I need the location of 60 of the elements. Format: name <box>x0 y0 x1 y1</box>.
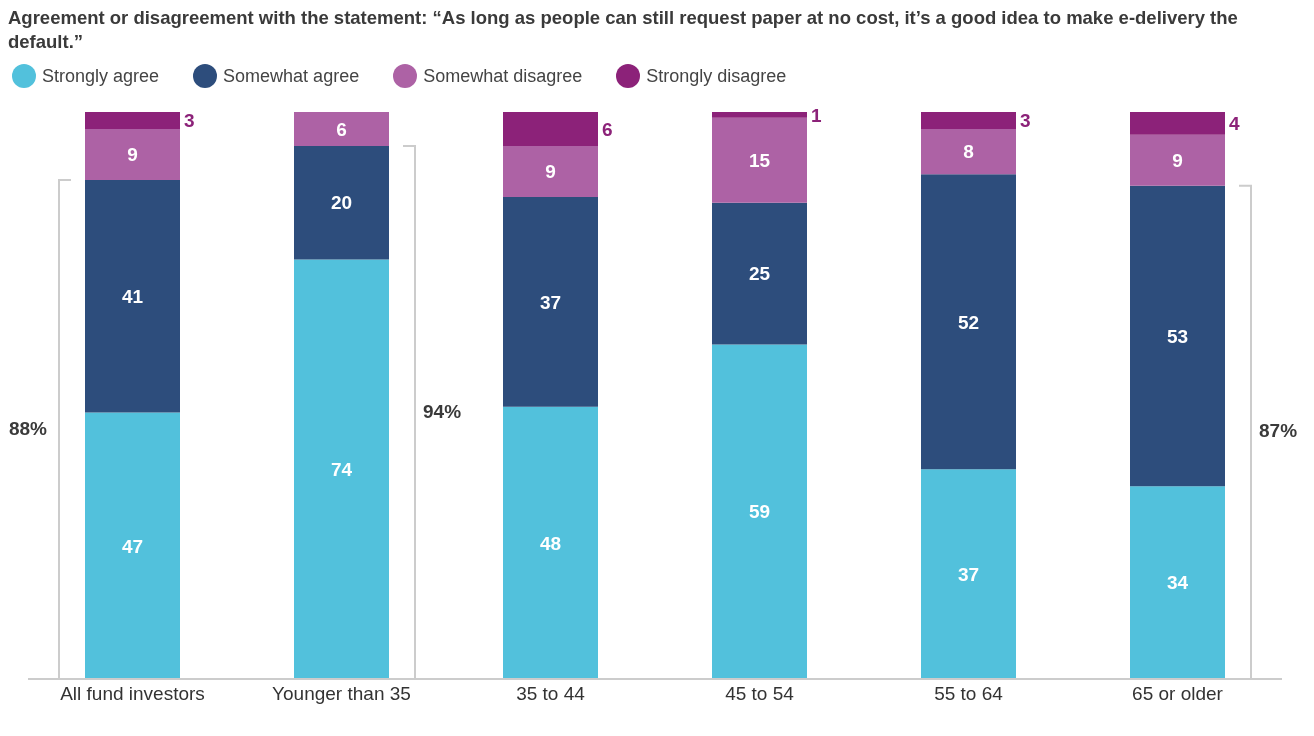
bar <box>1130 112 1225 135</box>
legend-label: Strongly disagree <box>646 65 787 87</box>
bar <box>712 117 807 203</box>
x-tick-label: 45 to 54 <box>725 683 795 705</box>
annotation: 94% <box>423 400 462 422</box>
data-label: 9 <box>1172 149 1183 171</box>
data-label: 74 <box>330 458 353 480</box>
data-label: 4 <box>1229 113 1240 135</box>
data-label: 41 <box>121 286 144 308</box>
x-tick-label: 35 to 44 <box>516 683 586 705</box>
data-label: 25 <box>748 263 771 285</box>
data-label: 15 <box>748 149 771 171</box>
bar <box>294 112 389 147</box>
data-label: 53 <box>1166 325 1189 347</box>
legend-label: Somewhat agree <box>223 65 360 87</box>
x-tick-label: 55 to 64 <box>934 683 1004 705</box>
bar <box>503 112 598 147</box>
bar <box>921 129 1016 175</box>
annotation: 87% <box>1259 420 1298 442</box>
bar <box>503 197 598 407</box>
bar <box>1130 185 1225 487</box>
chart-title: Agreement or disagreement with the statement: “As long as people can still request paper at no cost, it’s a good idea to make e-delivery the default.” <box>8 6 1239 54</box>
bar <box>294 146 389 260</box>
data-label: 47 <box>121 535 144 557</box>
bar <box>1130 486 1225 679</box>
bar <box>712 202 807 345</box>
data-label: 37 <box>539 291 562 313</box>
bar <box>85 129 180 181</box>
annotation: 88% <box>8 417 48 439</box>
data-label: 3 <box>184 110 195 132</box>
x-tick-label: Younger than 35 <box>272 683 411 705</box>
data-label: 9 <box>545 161 556 183</box>
data-label: 52 <box>957 311 980 333</box>
bar <box>503 406 598 679</box>
data-label: 59 <box>748 501 771 523</box>
bar <box>503 146 598 198</box>
legend-label: Somewhat disagree <box>423 65 583 87</box>
bar <box>712 112 807 118</box>
x-tick-label: 65 or older <box>1132 683 1224 705</box>
data-label: 1 <box>811 104 822 126</box>
data-label: 6 <box>602 118 613 140</box>
data-label: 48 <box>539 532 562 554</box>
bar <box>921 112 1016 130</box>
bar <box>85 180 180 413</box>
bar <box>921 174 1016 470</box>
data-label: 34 <box>1166 572 1189 594</box>
x-tick-label: All fund investors <box>60 683 205 705</box>
bar <box>1130 134 1225 186</box>
data-label: 9 <box>127 144 138 166</box>
legend-label: Strongly agree <box>42 65 160 87</box>
data-label: 8 <box>963 141 974 163</box>
bar <box>712 344 807 679</box>
bar <box>85 412 180 679</box>
data-label: 6 <box>336 118 347 140</box>
data-label: 20 <box>330 192 353 214</box>
data-label: 3 <box>1020 110 1031 132</box>
bar <box>921 469 1016 679</box>
bar <box>294 259 389 679</box>
data-label: 37 <box>957 563 980 585</box>
bar <box>85 112 180 130</box>
